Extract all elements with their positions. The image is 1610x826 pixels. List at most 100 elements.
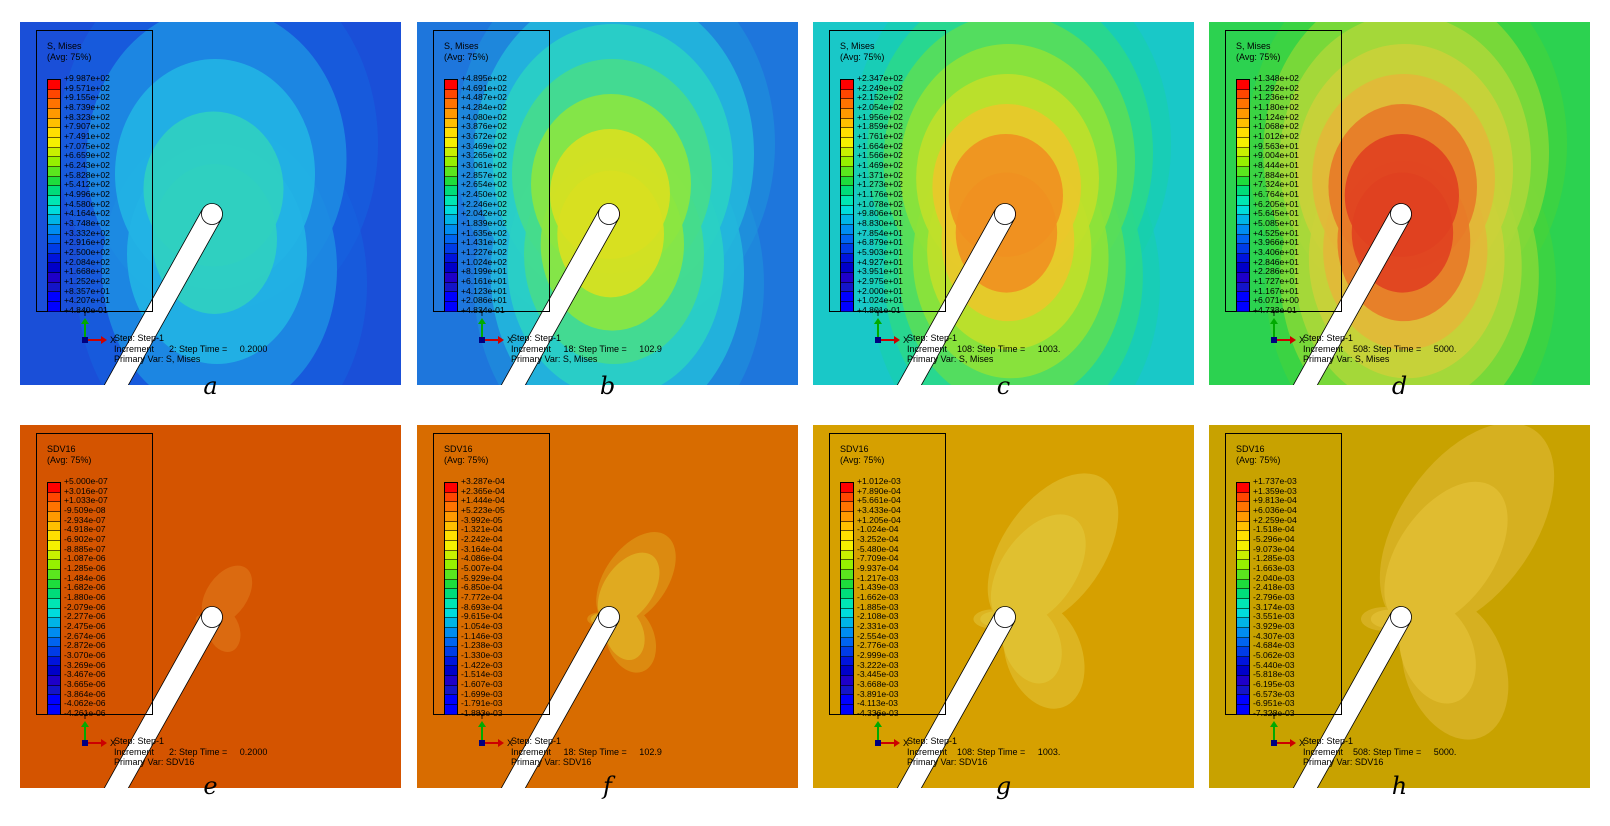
legend-swatch — [841, 118, 853, 129]
legend-value: +4.164e+02 — [64, 208, 110, 219]
legend-value: +6.764e+01 — [1253, 189, 1299, 199]
legend-swatch — [841, 618, 853, 628]
legend-value: +2.500e+02 — [64, 247, 110, 257]
legend-value: +7.075e+02 — [64, 140, 110, 151]
legend-value: +1.124e+02 — [1253, 111, 1299, 122]
legend-value: -4.113e-03 — [857, 698, 898, 709]
step-info-step: Step: Step-1 — [511, 333, 562, 343]
legend-swatch — [1237, 263, 1249, 274]
legend-swatch — [48, 176, 60, 187]
legend-value: +1.024e+02 — [461, 256, 507, 267]
legend-value: -2.796e-03 — [1253, 592, 1295, 602]
legend-value: -1.054e-03 — [461, 621, 503, 631]
legend-swatch — [1237, 292, 1249, 303]
step-info: Step: Step-1 Increment 2: Step Time = 0.2… — [114, 736, 267, 768]
triad-x-label: X — [1299, 738, 1305, 748]
legend-value: -1.285e-03 — [1253, 553, 1295, 564]
legend-swatch — [48, 627, 60, 638]
legend-swatch — [48, 282, 60, 293]
legend-value: +4.080e+02 — [461, 111, 507, 122]
legend-value: +3.876e+02 — [461, 121, 507, 132]
contour-panel-e: SDV16 (Avg: 75%) +5.000e-07 +3.016e-07 +1.03… — [20, 425, 401, 788]
legend-value: -8.885e-07 — [64, 543, 106, 554]
legend-color-bar — [47, 79, 61, 312]
legend-swatch — [48, 195, 60, 206]
legend-value: -1.791e-03 — [461, 698, 503, 709]
legend-value: +1.068e+02 — [1253, 121, 1299, 132]
legend-value: +5.661e-04 — [857, 495, 901, 506]
legend-swatch — [1237, 224, 1249, 235]
legend-swatch — [445, 618, 457, 628]
legend-value: -2.554e-03 — [857, 630, 899, 641]
legend-swatch — [1237, 108, 1249, 119]
legend-swatch — [48, 492, 60, 503]
legend-value: -4.307e-03 — [1253, 630, 1295, 641]
legend-value: +5.828e+02 — [64, 169, 110, 180]
legend-swatch — [841, 685, 853, 696]
legend-value: -2.108e-03 — [857, 611, 899, 622]
legend-swatch — [1237, 176, 1249, 187]
legend-value: +4.733e-01 — [1253, 305, 1297, 315]
triad-origin — [82, 337, 88, 343]
triad-y-label: Y — [479, 711, 485, 721]
legend-value: -4.062e-06 — [64, 698, 106, 709]
legend-value: -9.509e-08 — [64, 505, 106, 515]
legend-swatch — [841, 676, 853, 686]
legend-swatch — [841, 137, 853, 148]
legend-swatch — [445, 253, 457, 264]
triad-y-label: Y — [1271, 711, 1277, 721]
legend-value: -1.422e-03 — [461, 659, 503, 670]
triad-origin — [82, 740, 88, 746]
legend-value: +6.879e+01 — [857, 237, 903, 248]
legend-value: +9.806e+01 — [857, 208, 903, 219]
step-info-increment: Increment 18: Step Time = 102.9 — [511, 746, 662, 757]
legend-value: -4.336e-03 — [857, 708, 899, 718]
legend-swatch — [1237, 147, 1249, 158]
legend-value: -9.073e-04 — [1253, 543, 1295, 554]
legend-averaging: (Avg: 75%) — [840, 52, 885, 62]
legend-value: -4.261e-06 — [64, 708, 106, 718]
contour-field — [1209, 22, 1590, 385]
step-info-increment: Increment 108: Step Time = 1003. — [907, 746, 1061, 757]
legend-swatch — [445, 637, 457, 648]
legend-value: +5.903e+01 — [857, 247, 903, 257]
legend-swatch — [1237, 118, 1249, 129]
legend-swatch — [48, 676, 60, 686]
legend-swatch — [445, 598, 457, 609]
coordinate-triad: YX — [81, 711, 116, 748]
legend-swatch — [445, 244, 457, 254]
legend-swatch — [841, 656, 853, 667]
legend-value: -1.321e-04 — [461, 524, 503, 535]
legend-swatch — [841, 195, 853, 206]
legend-swatch — [48, 531, 60, 541]
legend-swatch — [48, 608, 60, 619]
legend-value: -1.330e-03 — [461, 650, 503, 660]
legend-swatch — [1237, 637, 1249, 648]
contour-panel-d: S, Mises (Avg: 75%) +1.348e+02 +1.292e+02 +1… — [1209, 22, 1590, 385]
panel-caption: h — [1391, 772, 1408, 800]
legend-swatch — [841, 637, 853, 648]
coordinate-triad: YX — [478, 308, 513, 345]
step-info: Step: Step-1 Increment 18: Step Time = 10… — [511, 333, 662, 365]
legend-swatch — [1237, 627, 1249, 638]
legend-value: +1.227e+02 — [461, 247, 507, 257]
legend-swatch — [48, 502, 60, 512]
legend-swatch — [1237, 608, 1249, 619]
legend-swatch — [841, 550, 853, 561]
legend-swatch — [1237, 589, 1249, 599]
coordinate-triad: YX — [478, 711, 513, 748]
legend-value: -1.663e-03 — [1253, 563, 1295, 573]
legend-swatch — [841, 263, 853, 274]
legend-value: +3.469e+02 — [461, 140, 507, 151]
triad-x-label: X — [507, 335, 513, 345]
legend-swatch — [445, 292, 457, 303]
step-info: Step: Step-1 Increment 108: Step Time = 1… — [907, 333, 1060, 365]
legend-value: -1.238e-03 — [461, 640, 503, 651]
legend-swatch — [48, 511, 60, 522]
panel-caption: g — [995, 772, 1012, 800]
step-info-step: Step: Step-1 — [907, 736, 958, 746]
legend-swatch — [841, 647, 853, 657]
legend-swatch — [445, 273, 457, 283]
step-info-increment: Increment 2: Step Time = 0.2000 — [114, 343, 268, 354]
triad-origin — [1271, 740, 1277, 746]
